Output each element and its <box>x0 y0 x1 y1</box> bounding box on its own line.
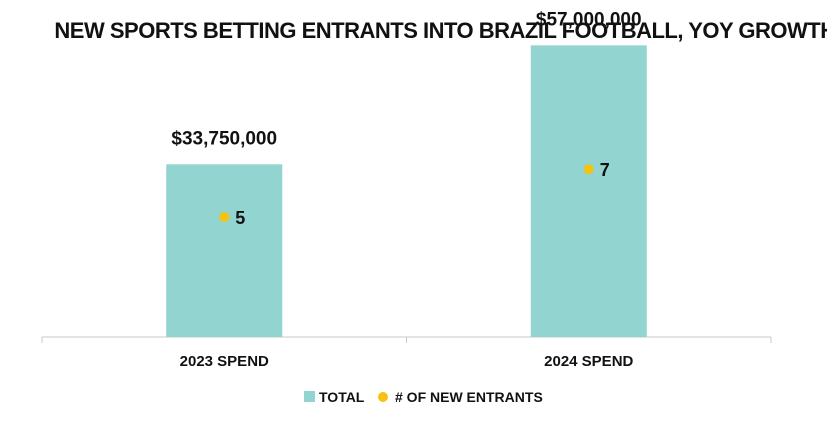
entrants-data-label: 5 <box>235 208 245 228</box>
entrants-point <box>219 212 230 223</box>
legend-label-entrants: # OF NEW ENTRANTS <box>395 389 543 405</box>
bar-total <box>166 164 283 337</box>
x-tick-label: 2023 SPEND <box>180 353 269 370</box>
legend-marker-entrants <box>378 392 388 402</box>
bar-total <box>530 45 647 337</box>
legend-label-total: TOTAL <box>319 389 365 405</box>
bar-data-label: $57,000,000 <box>536 9 642 30</box>
legend-swatch-total <box>304 391 315 402</box>
entrants-data-label: 7 <box>600 160 610 180</box>
x-tick-label: 2024 SPEND <box>544 353 633 370</box>
entrants-point <box>583 164 594 175</box>
chart-title: NEW SPORTS BETTING ENTRANTS INTO BRAZIL … <box>54 18 827 43</box>
plot-area: $33,750,000 5 2023 SPEND $57,000,000 7 2024 S… <box>41 9 772 370</box>
bar-data-label: $33,750,000 <box>171 128 277 149</box>
legend: TOTAL # OF NEW ENTRANTS <box>304 389 543 405</box>
